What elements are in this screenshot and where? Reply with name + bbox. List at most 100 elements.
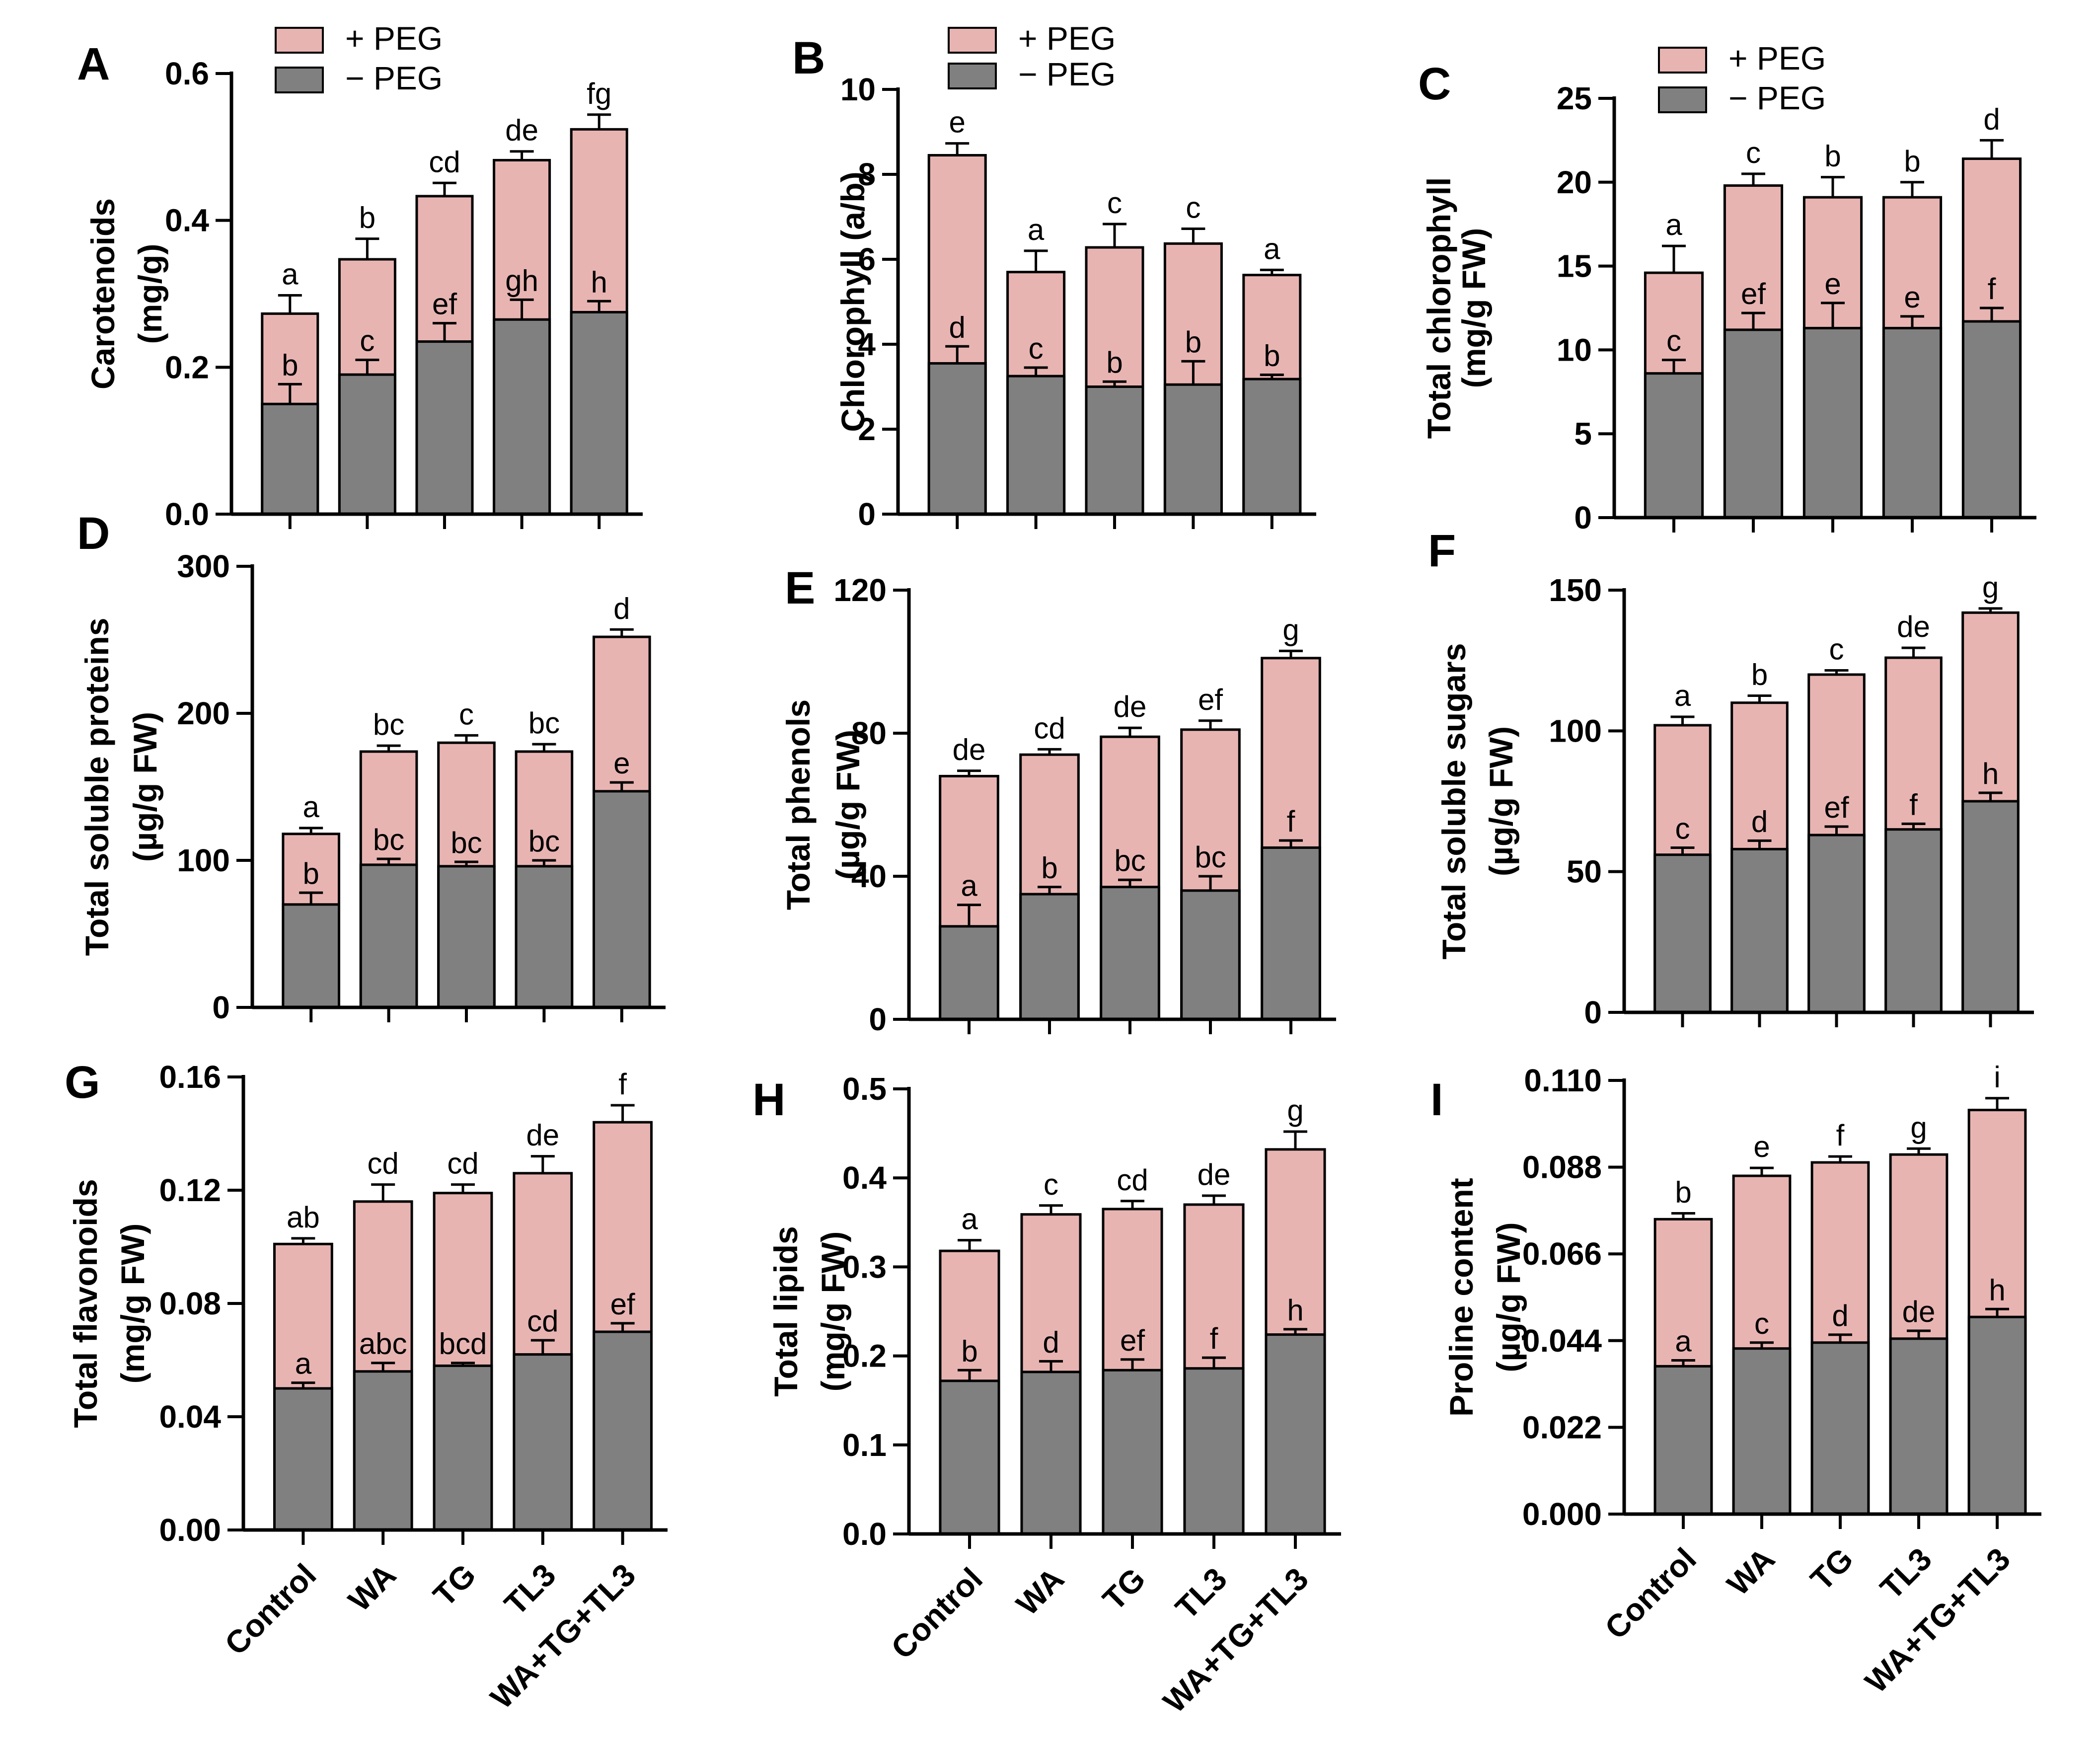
error-bar-plus-peg (609, 628, 634, 637)
error-bar-minus-peg (371, 1362, 395, 1372)
significance-letter-minus-peg: ef (1120, 1324, 1145, 1357)
y-tick-label: 0 (212, 990, 230, 1025)
bar-minus-peg (261, 402, 319, 516)
significance-letter-minus-peg: h (1287, 1294, 1303, 1327)
error-bar-minus-peg (1103, 380, 1126, 387)
y-tick-label: 0 (1574, 500, 1592, 535)
legend-swatch (275, 27, 324, 54)
significance-letter-plus-peg: de (1198, 1158, 1231, 1191)
y-tick-label: 2 (858, 411, 876, 447)
error-bar-plus-peg (1181, 227, 1205, 244)
error-bar-minus-peg (1662, 359, 1686, 374)
bar-minus-peg (1961, 800, 2020, 1014)
error-bar-plus-peg (1038, 748, 1061, 755)
y-axis-label: Total phenols (780, 699, 817, 910)
legend-label: − PEG (345, 60, 443, 96)
significance-letter-plus-peg: a (961, 1203, 978, 1236)
significance-letter-minus-peg: e (1824, 267, 1841, 301)
significance-letter-minus-peg: bc (528, 825, 560, 858)
panel-letter: B (792, 33, 825, 83)
bar-minus-peg (359, 863, 418, 1009)
error-bar-minus-peg (376, 857, 401, 865)
legend-swatch (948, 63, 997, 89)
significance-letter-plus-peg: g (1982, 571, 1999, 604)
bar-minus-peg (1163, 383, 1223, 516)
bar-minus-peg (1961, 320, 2022, 519)
significance-letter-minus-peg: b (303, 857, 319, 890)
bar-minus-peg (1644, 372, 1704, 519)
error-bar-plus-peg (1118, 726, 1142, 737)
significance-letter-minus-peg: f (1909, 788, 1918, 821)
legend-plus-peg: + PEG (1658, 40, 1826, 76)
error-bar-plus-peg (355, 237, 379, 260)
error-bar-minus-peg (1118, 878, 1142, 887)
error-bar-plus-peg (1747, 694, 1772, 703)
significance-letter-plus-peg: b (1675, 1175, 1691, 1209)
y-tick-label: 100 (177, 842, 230, 878)
significance-letter-minus-peg: ef (610, 1288, 635, 1321)
error-bar-minus-peg (610, 1322, 635, 1332)
error-bar-plus-peg (371, 1183, 395, 1202)
y-tick-label: 15 (1557, 248, 1592, 284)
significance-letter-plus-peg: e (1753, 1130, 1770, 1163)
legend-minus-peg: − PEG (948, 56, 1116, 92)
legend-label: − PEG (1728, 79, 1826, 116)
significance-letter-minus-peg: a (295, 1347, 312, 1380)
significance-letter-minus-peg: f (1988, 272, 1996, 305)
panel-letter: I (1430, 1074, 1443, 1125)
significance-letter-minus-peg: h (1989, 1273, 2005, 1306)
error-bar-minus-peg (532, 859, 556, 866)
significance-letter-plus-peg: a (1674, 679, 1691, 712)
legend-plus-peg: + PEG (948, 20, 1116, 57)
error-bar-minus-peg (1199, 875, 1222, 891)
significance-letter-plus-peg: fg (587, 77, 611, 110)
error-bar-minus-peg (510, 298, 534, 320)
significance-letter-plus-peg: f (618, 1068, 627, 1101)
error-bar-minus-peg (957, 904, 981, 926)
significance-letter-plus-peg: b (1824, 140, 1841, 173)
bar-minus-peg (1020, 1371, 1082, 1535)
legend-minus-peg: − PEG (275, 60, 443, 96)
significance-letter-plus-peg: a (1665, 208, 1682, 241)
bar-minus-peg (1100, 886, 1160, 1021)
y-axis-label: Carotenoids (84, 198, 121, 389)
y-axis-label: (mg/g) (132, 244, 168, 344)
y-tick-label: 100 (1549, 713, 1602, 749)
y-tick-label: 10 (840, 72, 876, 107)
error-bar-plus-peg (454, 734, 478, 743)
significance-letter-plus-peg: cd (429, 145, 460, 178)
significance-letter-minus-peg: c (360, 324, 375, 358)
bar-minus-peg (513, 1353, 573, 1531)
error-bar-plus-peg (530, 1155, 555, 1173)
error-bar-minus-peg (1024, 366, 1048, 377)
bar-minus-peg (1183, 1367, 1245, 1535)
legend-label: + PEG (345, 20, 443, 57)
significance-letter-plus-peg: a (1028, 213, 1045, 246)
significance-letter-plus-peg: b (1904, 145, 1920, 178)
error-bar-minus-peg (1824, 825, 1849, 835)
legend: + PEG− PEG (948, 20, 1116, 92)
panel-c: C Total chlorophyll(mg/g FW) a c c ef b e b e d f 0 5… (1418, 40, 2036, 535)
significance-letter-minus-peg: b (961, 1334, 977, 1368)
panel-letter: G (65, 1057, 100, 1108)
panel-a: A Carotenoids (mg/g) a b b c cd ef de gh fg h 0.0 0.2 0… (77, 20, 643, 532)
y-axis-label: Proline content (1443, 1178, 1480, 1416)
bar-minus-peg (1807, 834, 1866, 1014)
error-bar-minus-peg (1741, 311, 1765, 330)
error-bar-minus-peg (1671, 1359, 1695, 1367)
error-bar-plus-peg (958, 1239, 981, 1251)
significance-letter-minus-peg: d (949, 310, 966, 344)
significance-letter-minus-peg: h (1982, 757, 1999, 790)
bar-minus-peg (282, 903, 341, 1009)
significance-letter-plus-peg: b (359, 201, 375, 234)
significance-letter-plus-peg: c (1746, 136, 1761, 169)
significance-letter-minus-peg: b (1041, 851, 1057, 885)
y-axis-label: (µg/g FW) (829, 730, 866, 880)
legend-swatch (1658, 86, 1707, 113)
y-tick-label: 8 (858, 156, 876, 192)
significance-letter-plus-peg: a (282, 257, 299, 291)
error-bar-minus-peg (1181, 360, 1205, 385)
y-tick-label: 50 (1567, 854, 1602, 890)
